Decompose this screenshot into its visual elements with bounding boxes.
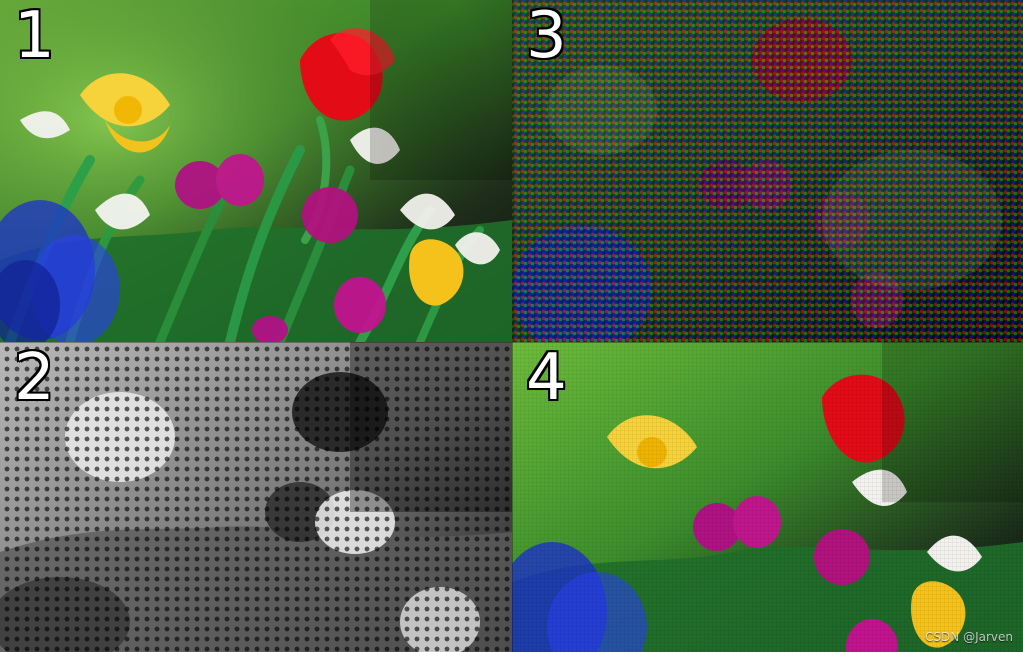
flower-photo-rgb-halftone (512, 0, 1023, 342)
panel-number: 3 (526, 0, 567, 73)
horizontal-divider (0, 342, 1023, 343)
panel-number: 1 (14, 0, 55, 73)
panel-4: 4 (512, 342, 1023, 652)
flower-photo-gray-halftone (0, 342, 512, 652)
panel-number: 4 (526, 342, 567, 415)
panel-number: 2 (14, 342, 55, 415)
panel-1: 1 (0, 0, 512, 342)
flower-photo-dithered (512, 342, 1023, 652)
panel-2: 2 (0, 342, 512, 652)
flower-photo (0, 0, 512, 342)
vertical-divider (512, 0, 513, 652)
panel-3: 3 (512, 0, 1023, 342)
